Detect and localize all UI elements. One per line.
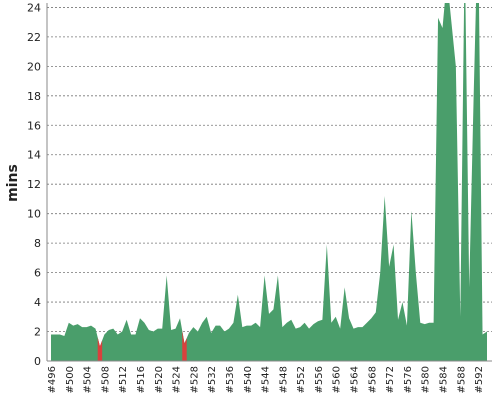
y-tick-label: 20 [27, 60, 41, 73]
failed-build [182, 330, 187, 361]
x-tick-label: #520 [154, 366, 165, 393]
x-tick-label: #536 [225, 366, 236, 393]
x-tick-label: #496 [47, 366, 58, 393]
x-tick-label: #544 [261, 366, 272, 393]
x-tick-label: #580 [421, 366, 432, 393]
y-tick-label: 16 [27, 119, 41, 132]
x-tick-label: #552 [296, 366, 307, 393]
y-tick-label: 12 [27, 178, 41, 191]
x-tick-label: #588 [456, 366, 467, 393]
x-tick-label: #508 [100, 366, 111, 393]
x-tick-label: #560 [332, 366, 343, 393]
y-tick-label: 8 [34, 237, 41, 250]
y-tick-label: 18 [27, 90, 41, 103]
y-tick-label: 4 [34, 296, 41, 309]
x-tick-label: #556 [314, 366, 325, 393]
x-tick-label: #524 [172, 366, 183, 393]
x-tick-label: #500 [65, 366, 76, 393]
y-tick-label: 24 [27, 1, 41, 14]
x-tick-label: #528 [189, 366, 200, 393]
y-tick-label: 0 [34, 355, 41, 368]
plot-area [51, 3, 487, 361]
x-tick-label: #564 [350, 366, 361, 393]
y-tick-label: 10 [27, 208, 41, 221]
y-tick-label: 2 [34, 326, 41, 339]
x-tick-label: #584 [439, 366, 450, 393]
x-tick-label: #572 [385, 366, 396, 393]
x-tick-label: #576 [403, 366, 414, 393]
x-tick-label: #540 [243, 366, 254, 393]
x-tick-label: #516 [136, 366, 147, 393]
y-tick-label: 6 [34, 267, 41, 280]
x-tick-label: #548 [278, 366, 289, 393]
y-axis-label: mins [5, 164, 21, 202]
x-tick-label: #512 [118, 366, 129, 393]
x-tick-label: #568 [367, 366, 378, 393]
x-tick-label: #504 [83, 366, 94, 393]
y-tick-label: 14 [27, 149, 41, 162]
x-tick-label: #532 [207, 366, 218, 393]
area [51, 3, 487, 361]
failed-build [97, 337, 103, 361]
x-tick-label: #592 [474, 366, 485, 393]
y-tick-label: 22 [27, 31, 41, 44]
